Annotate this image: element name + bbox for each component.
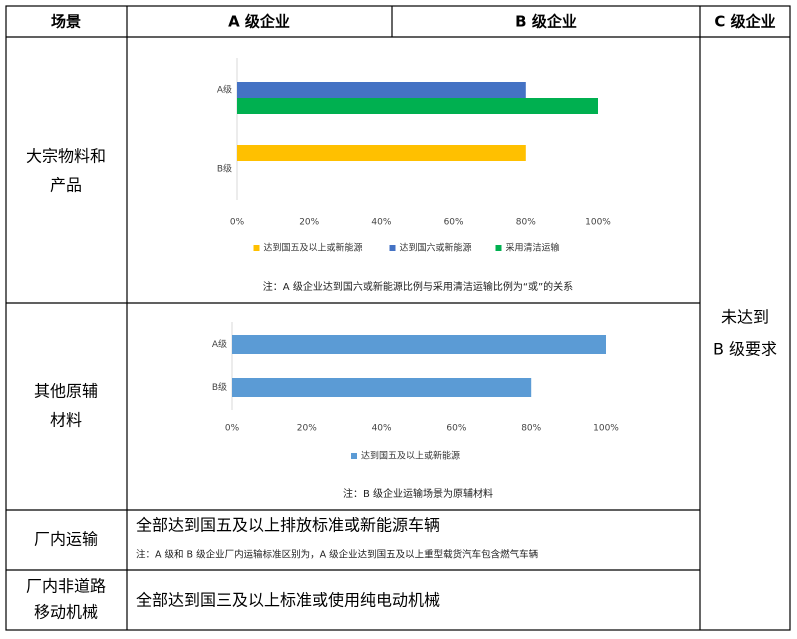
x-tick-label: 80% [516, 218, 536, 228]
x-tick-label: 20% [297, 424, 317, 434]
scene-label: 产品 [50, 176, 82, 195]
c-level-text: B 级要求 [713, 340, 777, 359]
bar [232, 335, 606, 354]
bar [237, 82, 526, 98]
x-tick-label: 0% [225, 424, 240, 434]
legend-swatch [351, 453, 357, 459]
scene-label: 大宗物料和 [26, 147, 106, 166]
legend-label: 达到国五及以上或新能源 [264, 242, 363, 254]
table-grid [5, 5, 791, 631]
legend-swatch [389, 245, 396, 251]
chart-note: 注：B 级企业运输场景为原辅材料 [343, 487, 493, 500]
y-tick-label: B级 [212, 381, 227, 393]
header-cell: A 级企业 [228, 13, 290, 31]
x-tick-label: 40% [372, 424, 392, 434]
scene-label: 厂内运输 [34, 530, 98, 549]
y-tick-label: B级 [217, 163, 232, 175]
chart-note: 注：A 级企业达到国六或新能源比例与采用清洁运输比例为“或”的关系 [263, 280, 573, 293]
scene-label: 材料 [50, 411, 82, 430]
legend-label: 达到国六或新能源 [400, 242, 472, 254]
x-tick-label: 80% [521, 424, 541, 434]
header-cell: B 级企业 [515, 13, 577, 31]
bar [237, 145, 526, 161]
scene-label: 移动机械 [34, 603, 98, 622]
x-tick-label: 0% [230, 218, 245, 228]
legend-swatch [253, 245, 260, 251]
header-cell: 场景 [51, 13, 81, 31]
x-tick-label: 100% [585, 218, 611, 228]
y-tick-label: A级 [217, 84, 232, 96]
x-tick-label: 20% [299, 218, 319, 228]
requirement-text: 全部达到国五及以上排放标准或新能源车辆 [136, 516, 440, 535]
bar [237, 98, 598, 114]
legend-label: 采用清洁运输 [506, 242, 560, 254]
y-tick-label: A级 [212, 338, 227, 350]
x-tick-label: 60% [444, 218, 464, 228]
c-level-text: 未达到 [721, 308, 769, 327]
x-tick-label: 60% [446, 424, 466, 434]
requirement-text: 全部达到国三及以上标准或使用纯电动机械 [136, 591, 440, 610]
scene-label: 其他原辅 [34, 382, 98, 401]
x-tick-label: 40% [371, 218, 391, 228]
bar [232, 378, 532, 397]
legend-label: 达到国五及以上或新能源 [361, 450, 460, 462]
requirement-note: 注：A 级和 B 级企业厂内运输标准区别为，A 级企业达到国五及以上重型载货汽车… [136, 549, 539, 561]
x-tick-label: 100% [593, 424, 619, 434]
header-cell: C 级企业 [714, 13, 775, 31]
legend-swatch [495, 245, 502, 251]
scene-label: 厂内非道路 [26, 577, 106, 596]
